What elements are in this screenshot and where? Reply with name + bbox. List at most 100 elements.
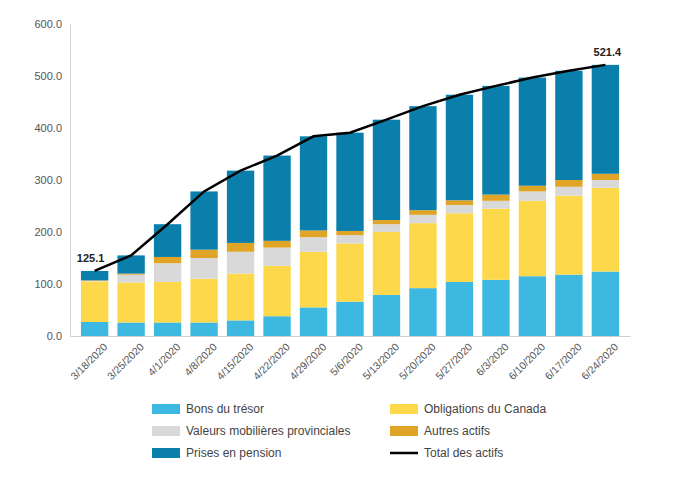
x-tick: 6/17/2020 [542,336,584,382]
x-tick: 4/1/2020 [145,336,182,378]
bar-segment [592,180,619,188]
bar-segment [154,224,181,257]
bar-segment [190,322,217,336]
bar-segment [300,237,327,252]
bar-segment [81,280,108,282]
bar-segment [81,271,108,280]
y-axis: 0.0 100.0 200.0 300.0 400.0 500.0 600.0 [34,18,70,342]
legend-item: Obligations du Canada [390,402,546,416]
bar-segment [190,250,217,258]
bar-segment [446,282,473,336]
x-tick-label: 4/29/2020 [287,340,329,382]
y-tick: 500.0 [34,70,70,82]
x-tick-label: 4/8/2020 [182,340,219,377]
x-tick: 4/8/2020 [182,336,219,378]
x-tick-label: 6/17/2020 [542,340,584,382]
y-tick-label: 0.0 [47,330,62,342]
bar-segment [519,186,546,192]
chart: 0.0 100.0 200.0 300.0 400.0 500.0 600.0 3/18/20… [0,0,676,480]
bar-segment [336,231,363,235]
legend-item: Prises en pension [152,446,281,460]
legend-label: Total des actifs [424,446,503,460]
bar-segment [409,288,436,336]
legend-label: Prises en pension [186,446,281,460]
bar-segment [373,295,400,336]
x-tick-label: 4/22/2020 [250,340,292,382]
bar-segment [154,257,181,263]
bar-segment [592,188,619,272]
legend-item: Bons du trésor [152,402,264,416]
x-tick-label: 6/10/2020 [506,340,548,382]
x-tick-label: 3/25/2020 [105,340,147,382]
bar-segment [227,243,254,252]
bar-segment [227,320,254,336]
bar-segment [227,171,254,243]
y-tick: 400.0 [34,122,70,134]
x-tick: 4/22/2020 [250,336,292,382]
x-tick-label: 3/18/2020 [68,340,110,382]
x-tick: 5/13/2020 [360,336,402,382]
bar-segment [336,302,363,336]
bar-segment [373,224,400,232]
bar-segment [519,191,546,200]
bar-segment [117,282,144,322]
y-tick-label: 400.0 [34,122,62,134]
bar-segment [190,279,217,323]
x-axis-line [71,336,631,337]
x-tick: 6/10/2020 [506,336,548,382]
legend-swatch [152,426,180,436]
y-tick-label: 600.0 [34,18,62,30]
bar-segment [446,95,473,201]
y-tick: 200.0 [34,226,70,238]
bar-segment [336,133,363,231]
bar-segment [373,120,400,220]
legend: Bons du trésor Obligations du Canada Valeu… [152,402,546,460]
bar-segment [555,187,582,196]
bar-segment [592,272,619,336]
y-tick: 100.0 [34,278,70,290]
bar-segment [519,78,546,186]
bar-segment [190,258,217,279]
bar-segment [519,201,546,276]
legend-item: Valeurs mobilières provinciales [152,424,351,438]
x-tick: 6/24/2020 [579,336,621,382]
bar-segment [300,252,327,308]
x-tick-label: 4/15/2020 [214,340,256,382]
legend-label: Autres actifs [424,424,490,438]
bar-segment [482,209,509,280]
bar-segment [81,281,108,322]
bar-segment [592,65,619,174]
bar-segment [336,243,363,301]
y-tick-label: 300.0 [34,174,62,186]
legend-item: Autres actifs [390,424,490,438]
x-tick: 5/20/2020 [396,336,438,382]
bar-segment [263,266,290,316]
bar-segment [117,275,144,283]
bar-segment [117,322,144,336]
bar-segment [227,274,254,321]
x-tick-label: 6/24/2020 [579,340,621,382]
x-tick: 5/27/2020 [433,336,475,382]
bar-segment [263,248,290,266]
bar-segment [555,71,582,180]
x-tick: 3/18/2020 [68,336,110,382]
bar-segment [482,195,509,201]
annotation: 521.4 [594,46,622,58]
bar-segment [263,316,290,336]
x-tick-label: 6/3/2020 [473,340,510,377]
bar-segment [409,210,436,215]
bar-segment [263,241,290,248]
bar-segment [482,280,509,336]
legend-swatch [152,448,180,458]
x-tick-label: 5/13/2020 [360,340,402,382]
legend-swatch [390,426,418,436]
bar-segment [482,86,509,195]
x-tick: 4/15/2020 [214,336,256,382]
legend-swatch [390,452,418,455]
bar-segment [555,180,582,187]
x-tick-label: 4/1/2020 [145,340,182,377]
x-tick: 4/29/2020 [287,336,329,382]
bar-segment [446,205,473,213]
legend-label: Bons du trésor [186,402,264,416]
x-axis: 3/18/20203/25/20204/1/20204/8/20204/15/2… [68,336,630,382]
